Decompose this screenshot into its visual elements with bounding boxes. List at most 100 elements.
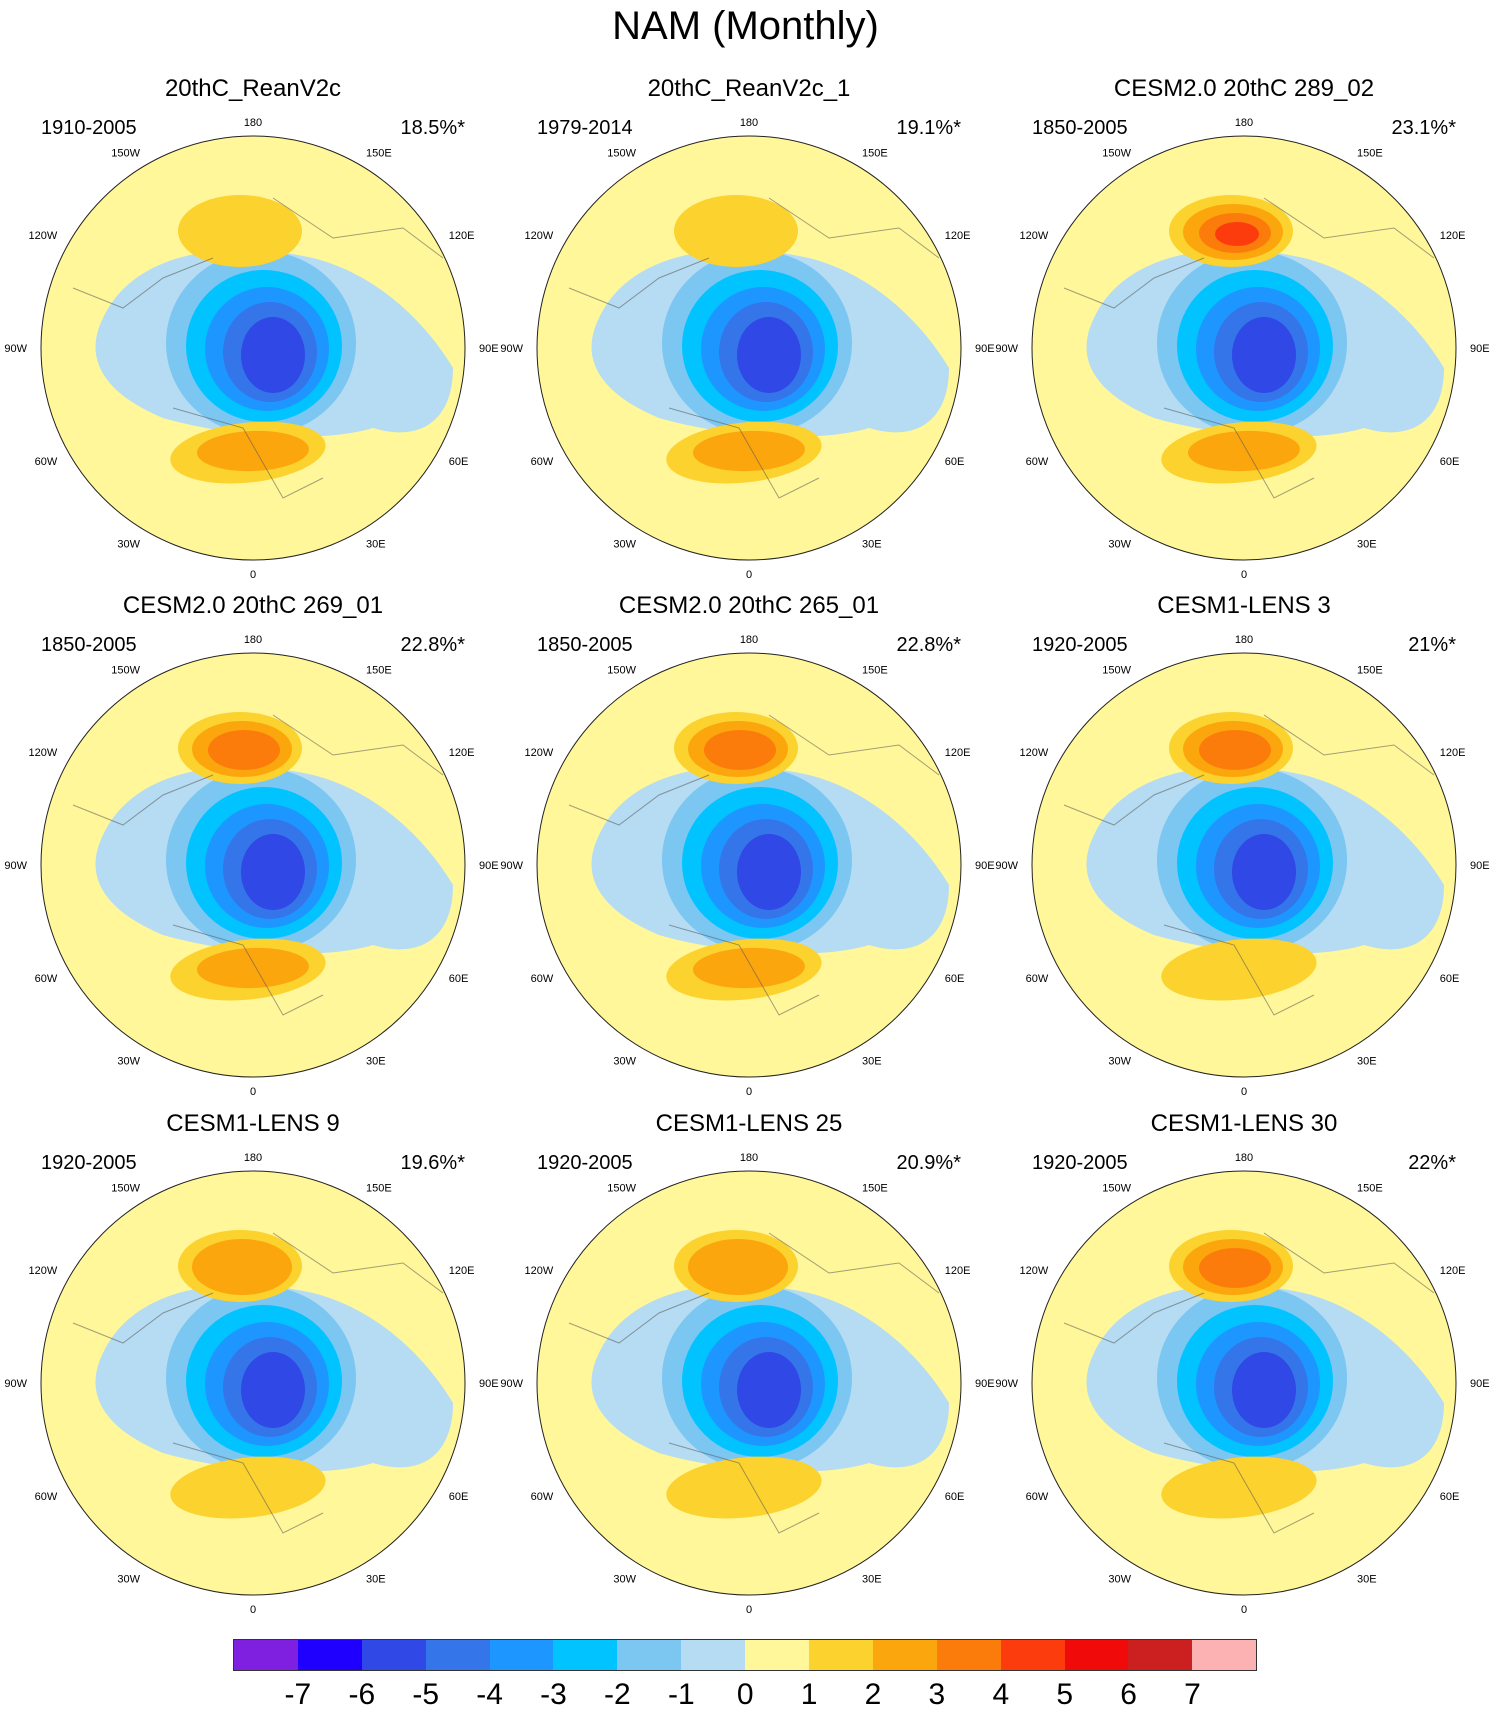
colorbar-box <box>297 1640 362 1670</box>
longitude-label: 90W <box>500 860 523 872</box>
longitude-label: 30W <box>117 539 140 551</box>
longitude-label: 90W <box>995 860 1018 872</box>
colorbar-label: -4 <box>476 1678 503 1711</box>
longitude-label: 60E <box>945 1491 965 1503</box>
colorbar-label: 7 <box>1184 1678 1201 1711</box>
longitude-label: 180 <box>740 117 758 129</box>
longitude-label: 0 <box>250 569 256 581</box>
longitude-label: 90W <box>995 343 1018 355</box>
longitude-label: 150E <box>1357 1182 1383 1194</box>
longitude-label: 150W <box>111 1182 140 1194</box>
longitude-label: 180 <box>740 1152 758 1164</box>
longitude-label: 30W <box>613 539 636 551</box>
longitude-label: 120E <box>945 747 971 759</box>
longitude-label: 30W <box>613 1056 636 1068</box>
map-panel: CESM2.0 20thC 269_01 1850-2005 22.8%* 180 15… <box>4 592 498 1098</box>
panel-period: 1920-2005 <box>1032 1152 1128 1174</box>
colorbar-label: 4 <box>992 1678 1010 1711</box>
map-panel: CESM1-LENS 30 1920-2005 22%* 180 150E 120E 90E… <box>995 1110 1489 1616</box>
colorbar-label: -2 <box>604 1678 631 1711</box>
colorbar-box <box>553 1640 618 1670</box>
longitude-label: 30E <box>862 1574 882 1586</box>
longitude-label: 180 <box>740 634 758 646</box>
longitude-label: 120E <box>945 230 971 242</box>
longitude-label: 90W <box>4 343 27 355</box>
longitude-label: 0 <box>1241 1086 1247 1098</box>
longitude-label: 30E <box>1357 1574 1377 1586</box>
colorbar-box <box>489 1640 554 1670</box>
colorbar-box <box>1000 1640 1065 1670</box>
longitude-label: 120W <box>1020 747 1049 759</box>
colorbar-label: -1 <box>667 1678 695 1711</box>
figure-title: NAM (Monthly) <box>612 4 879 48</box>
longitude-label: 150E <box>366 1182 392 1194</box>
map-panel: CESM2.0 20thC 265_01 1850-2005 22.8%* 180 15… <box>500 592 994 1098</box>
colorbar-label: 0 <box>736 1678 754 1711</box>
colorbar-label: 2 <box>864 1678 882 1711</box>
longitude-label: 60E <box>945 456 965 468</box>
longitude-label: 150W <box>1102 147 1131 159</box>
colorbar-label: 1 <box>800 1678 818 1711</box>
longitude-label: 60W <box>1026 973 1049 985</box>
colorbar <box>232 1639 1258 1671</box>
longitude-label: 180 <box>244 1152 262 1164</box>
panel-period: 1850-2005 <box>41 634 137 656</box>
longitude-label: 120E <box>449 747 475 759</box>
colorbar-box <box>1128 1640 1193 1670</box>
colorbar-label: 3 <box>928 1678 946 1711</box>
longitude-label: 0 <box>746 1086 752 1098</box>
longitude-label: 60W <box>531 456 554 468</box>
longitude-label: 90W <box>995 1378 1018 1390</box>
longitude-label: 60E <box>1440 1491 1460 1503</box>
longitude-label: 120W <box>1020 1265 1049 1277</box>
longitude-label: 150W <box>1102 1182 1131 1194</box>
colorbar-label: -6 <box>348 1678 376 1711</box>
panel-variance: 23.1%* <box>1392 117 1457 139</box>
longitude-label: 150W <box>607 1182 636 1194</box>
colorbar-label: -3 <box>540 1678 567 1711</box>
map-panel: 20thC_ReanV2c 1910-2005 18.5%* 180 150E 120E 9… <box>4 75 498 581</box>
longitude-label: 90E <box>479 860 499 872</box>
longitude-label: 90E <box>1470 860 1490 872</box>
longitude-label: 0 <box>1241 569 1247 581</box>
colorbar-label: -5 <box>412 1678 440 1711</box>
panel-title: CESM1-LENS 30 <box>1151 1110 1338 1137</box>
panel-period: 1920-2005 <box>1032 634 1128 656</box>
map-panel: CESM1-LENS 25 1920-2005 20.9%* 180 150E 120E 9… <box>500 1110 994 1616</box>
longitude-label: 150W <box>607 147 636 159</box>
longitude-label: 0 <box>1241 1604 1247 1616</box>
panel-title: 20thC_ReanV2c <box>165 75 341 102</box>
longitude-label: 120W <box>29 747 58 759</box>
longitude-label: 30E <box>366 1574 386 1586</box>
longitude-label: 90E <box>479 343 499 355</box>
longitude-label: 30E <box>1357 1056 1377 1068</box>
longitude-label: 60E <box>449 456 469 468</box>
colorbar-box <box>872 1640 937 1670</box>
longitude-label: 90E <box>975 860 995 872</box>
longitude-label: 60W <box>1026 1491 1049 1503</box>
longitude-label: 90E <box>975 343 995 355</box>
longitude-label: 60E <box>1440 456 1460 468</box>
longitude-label: 120W <box>29 230 58 242</box>
panel-variance: 22.8%* <box>401 634 466 656</box>
colorbar-box <box>361 1640 426 1670</box>
longitude-label: 150E <box>862 664 888 676</box>
longitude-label: 150W <box>111 147 140 159</box>
longitude-label: 60E <box>449 1491 469 1503</box>
longitude-label: 120E <box>1440 1265 1466 1277</box>
longitude-label: 120W <box>525 747 554 759</box>
colorbar-label: 5 <box>1056 1678 1074 1711</box>
longitude-label: 90E <box>975 1378 995 1390</box>
longitude-label: 180 <box>244 634 262 646</box>
longitude-label: 30W <box>1108 539 1131 551</box>
map-panel: CESM1-LENS 3 1920-2005 21%* 180 150E 120E 90E 6… <box>995 592 1489 1098</box>
longitude-label: 30W <box>117 1574 140 1586</box>
longitude-label: 30W <box>1108 1574 1131 1586</box>
longitude-label: 90E <box>1470 343 1490 355</box>
longitude-label: 60W <box>1026 456 1049 468</box>
longitude-label: 0 <box>746 569 752 581</box>
panel-period: 1910-2005 <box>41 117 137 139</box>
longitude-label: 150W <box>1102 664 1131 676</box>
panel-variance: 19.1%* <box>897 117 962 139</box>
longitude-label: 180 <box>244 117 262 129</box>
